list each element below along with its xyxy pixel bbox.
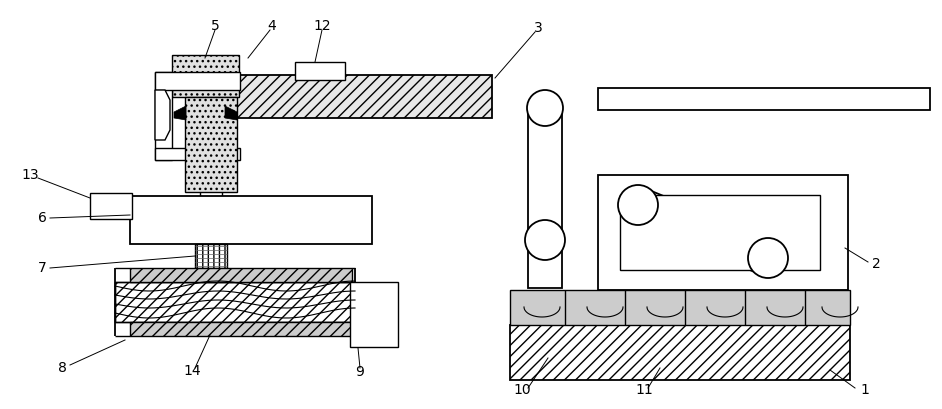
Text: 2: 2 bbox=[872, 257, 881, 271]
Bar bbox=[115, 282, 355, 322]
Bar bbox=[295, 62, 345, 80]
Polygon shape bbox=[174, 106, 186, 120]
Bar bbox=[90, 193, 132, 219]
Bar bbox=[350, 282, 398, 347]
Bar bbox=[130, 322, 352, 336]
Bar bbox=[130, 268, 352, 282]
Circle shape bbox=[748, 238, 788, 278]
Bar bbox=[155, 72, 172, 160]
Bar bbox=[115, 282, 355, 322]
Polygon shape bbox=[155, 90, 170, 140]
Bar bbox=[620, 195, 820, 270]
Bar bbox=[598, 175, 848, 290]
Bar bbox=[155, 148, 240, 160]
Text: 6: 6 bbox=[38, 211, 46, 225]
Bar bbox=[195, 244, 227, 268]
Text: 5: 5 bbox=[211, 19, 219, 33]
Text: 1: 1 bbox=[860, 383, 869, 397]
Bar bbox=[510, 325, 850, 380]
Text: 10: 10 bbox=[513, 383, 530, 397]
Bar bbox=[130, 196, 372, 244]
Text: 3: 3 bbox=[533, 21, 543, 35]
Text: 4: 4 bbox=[268, 19, 276, 33]
Text: 12: 12 bbox=[313, 19, 331, 33]
Bar bbox=[528, 108, 562, 288]
Text: 13: 13 bbox=[21, 168, 39, 182]
Text: 14: 14 bbox=[183, 364, 201, 378]
Circle shape bbox=[618, 185, 658, 225]
Bar bbox=[185, 97, 237, 192]
Polygon shape bbox=[225, 106, 237, 120]
Bar bbox=[598, 88, 930, 110]
Text: 7: 7 bbox=[38, 261, 46, 275]
Bar bbox=[172, 55, 239, 97]
Bar bbox=[230, 75, 492, 118]
Text: 9: 9 bbox=[355, 365, 365, 379]
Bar bbox=[510, 290, 850, 325]
Circle shape bbox=[525, 220, 565, 260]
Text: 8: 8 bbox=[57, 361, 67, 375]
Circle shape bbox=[527, 90, 563, 126]
Text: 11: 11 bbox=[635, 383, 653, 397]
Bar bbox=[155, 72, 240, 90]
